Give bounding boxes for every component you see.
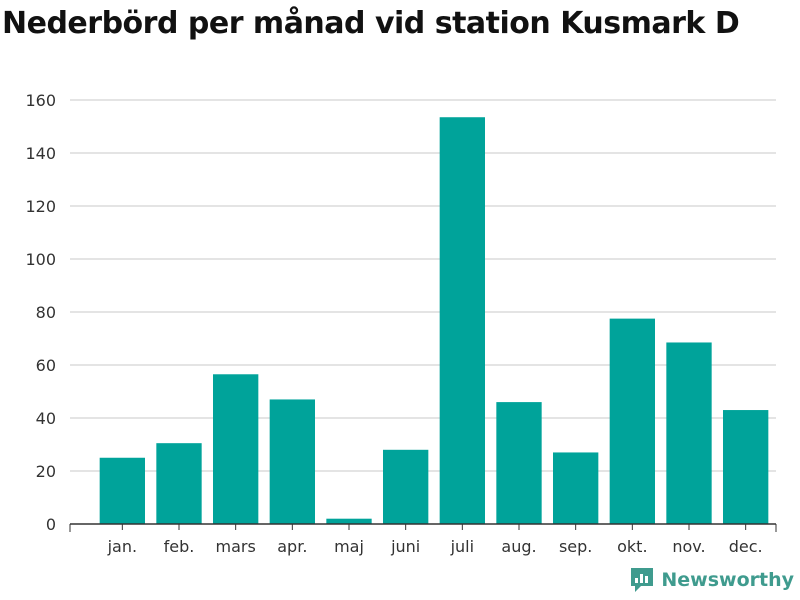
bar	[723, 410, 769, 524]
x-tick-label: maj	[334, 537, 364, 556]
x-tick-label: juli	[450, 537, 474, 556]
y-tick-label: 80	[36, 303, 56, 322]
bar	[99, 457, 145, 524]
y-tick-label: 140	[25, 144, 56, 163]
bar	[269, 399, 315, 524]
x-tick-label: feb.	[164, 537, 195, 556]
y-tick-label: 0	[46, 515, 56, 534]
x-tick-label: nov.	[672, 537, 705, 556]
x-tick-label: dec.	[729, 537, 763, 556]
x-tick-label: sep.	[559, 537, 592, 556]
bar	[439, 117, 485, 524]
y-tick-label: 100	[25, 250, 56, 269]
brand-name: Newsworthy	[661, 569, 794, 591]
bar	[666, 342, 712, 524]
bar	[553, 452, 599, 524]
x-tick-label: aug.	[501, 537, 536, 556]
bar	[383, 449, 429, 524]
brand-logo: Newsworthy	[629, 566, 794, 594]
y-tick-label: 160	[25, 91, 56, 110]
bar	[609, 318, 655, 524]
bar	[156, 443, 202, 524]
x-tick-label: okt.	[617, 537, 647, 556]
y-tick-label: 40	[36, 409, 56, 428]
x-tick-label: mars	[216, 537, 256, 556]
y-tick-label: 120	[25, 197, 56, 216]
y-tick-label: 20	[36, 462, 56, 481]
bar	[326, 518, 372, 524]
bar	[496, 402, 542, 524]
x-tick-label: juni	[390, 537, 420, 556]
y-tick-label: 60	[36, 356, 56, 375]
chart-title: Nederbörd per månad vid station Kusmark …	[2, 6, 740, 41]
x-tick-label: jan.	[107, 537, 137, 556]
x-tick-label: apr.	[277, 537, 307, 556]
bar	[213, 374, 259, 524]
newsworthy-logo-icon	[631, 568, 654, 592]
